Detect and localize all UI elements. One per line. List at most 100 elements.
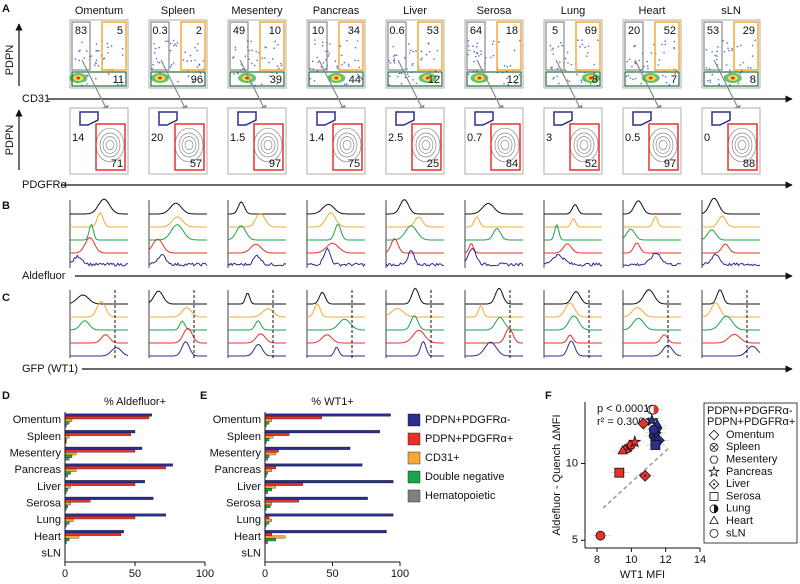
event-dot — [474, 55, 477, 58]
gate — [703, 21, 723, 71]
x-tick-label: 12 — [660, 554, 672, 566]
gate — [545, 21, 565, 71]
event-dot — [98, 50, 100, 52]
event-dot — [202, 60, 205, 62]
event-dot — [558, 82, 560, 85]
event-dot — [753, 79, 756, 82]
bar — [64, 502, 71, 506]
x-tick-label: 50 — [326, 568, 338, 580]
bar — [264, 421, 270, 425]
marker-shape — [710, 444, 718, 451]
histogram-curve — [701, 253, 761, 267]
event-dot — [344, 83, 346, 85]
gate-value: 96 — [191, 74, 203, 86]
event-dot — [646, 60, 649, 63]
tissue-label: Omentum — [75, 5, 123, 17]
gate-value: 64 — [470, 25, 482, 37]
gate-value: 29 — [743, 25, 755, 37]
bar — [64, 435, 70, 439]
marker-shape — [645, 413, 659, 427]
histogram-curve — [307, 318, 365, 331]
event-dot — [556, 75, 558, 78]
bar — [264, 521, 270, 525]
event-dot — [255, 50, 258, 53]
tissue-label: sLN — [721, 5, 741, 17]
event-dot — [276, 65, 279, 67]
event-dot — [234, 48, 237, 51]
bar — [264, 496, 368, 500]
event-dot — [156, 61, 159, 63]
event-dot — [327, 55, 330, 57]
event-dot — [251, 49, 253, 52]
plot-frame — [701, 107, 761, 175]
histogram-curve — [149, 341, 207, 357]
x-tick-label: 50 — [129, 568, 141, 580]
event-dot — [513, 49, 516, 52]
event-dot — [406, 73, 409, 75]
legend-label: Lung — [726, 503, 750, 515]
event-dot — [280, 64, 283, 67]
event-dot — [420, 50, 423, 53]
event-dot — [398, 72, 401, 75]
event-dot — [321, 41, 324, 44]
panel-label: C — [2, 292, 10, 304]
gate-value: 0.3 — [152, 25, 167, 37]
scatter-point — [628, 434, 642, 448]
histogram-curve — [306, 303, 365, 318]
scatter-point — [639, 469, 652, 482]
histogram-curve — [702, 345, 761, 357]
histogram-curve — [70, 334, 128, 344]
histogram-curve — [228, 292, 286, 305]
bar — [64, 485, 71, 489]
bar — [64, 532, 122, 536]
bar — [264, 468, 272, 472]
histogram-curve — [70, 223, 128, 241]
gate — [727, 123, 758, 171]
histogram-curve — [228, 343, 286, 357]
event-dot — [309, 67, 311, 70]
event-dot — [408, 52, 411, 54]
gate — [237, 111, 257, 126]
event-dot — [664, 75, 667, 78]
bar — [64, 454, 73, 458]
category-label: sLN — [41, 548, 61, 560]
legend-label: PDPN+PDGFRα+ — [425, 433, 513, 445]
event-dot — [728, 49, 730, 52]
event-dot — [747, 66, 750, 69]
histogram-curve — [701, 197, 760, 215]
event-dot — [507, 83, 509, 86]
histogram-curve — [544, 340, 602, 357]
event-dot — [407, 43, 410, 45]
event-dot — [750, 67, 752, 69]
event-dot — [629, 77, 632, 79]
event-dot — [271, 58, 274, 60]
contour — [731, 132, 753, 158]
event-dot — [154, 47, 157, 50]
event-dot — [425, 53, 428, 56]
event-dot — [585, 55, 588, 57]
event-dot — [175, 44, 178, 47]
category-label: Serosa — [226, 498, 262, 510]
event-dot — [121, 47, 124, 50]
event-dot — [265, 46, 267, 49]
event-dot — [316, 56, 319, 59]
event-dot — [412, 79, 414, 81]
bar — [264, 532, 272, 536]
bar — [264, 449, 279, 453]
event-dot — [400, 72, 403, 75]
histogram-curve — [464, 247, 524, 267]
event-dot — [472, 45, 474, 47]
event-dot — [357, 73, 359, 76]
event-dot — [110, 45, 113, 47]
event-dot — [650, 52, 653, 54]
gate-value: 14 — [72, 132, 84, 144]
contour — [734, 136, 750, 154]
marker-shape — [709, 529, 719, 538]
bar — [264, 538, 276, 542]
event-dot — [167, 40, 169, 43]
event-dot — [389, 62, 392, 64]
gate — [575, 21, 601, 71]
event-dot — [476, 42, 478, 45]
histogram-curve — [307, 334, 365, 344]
